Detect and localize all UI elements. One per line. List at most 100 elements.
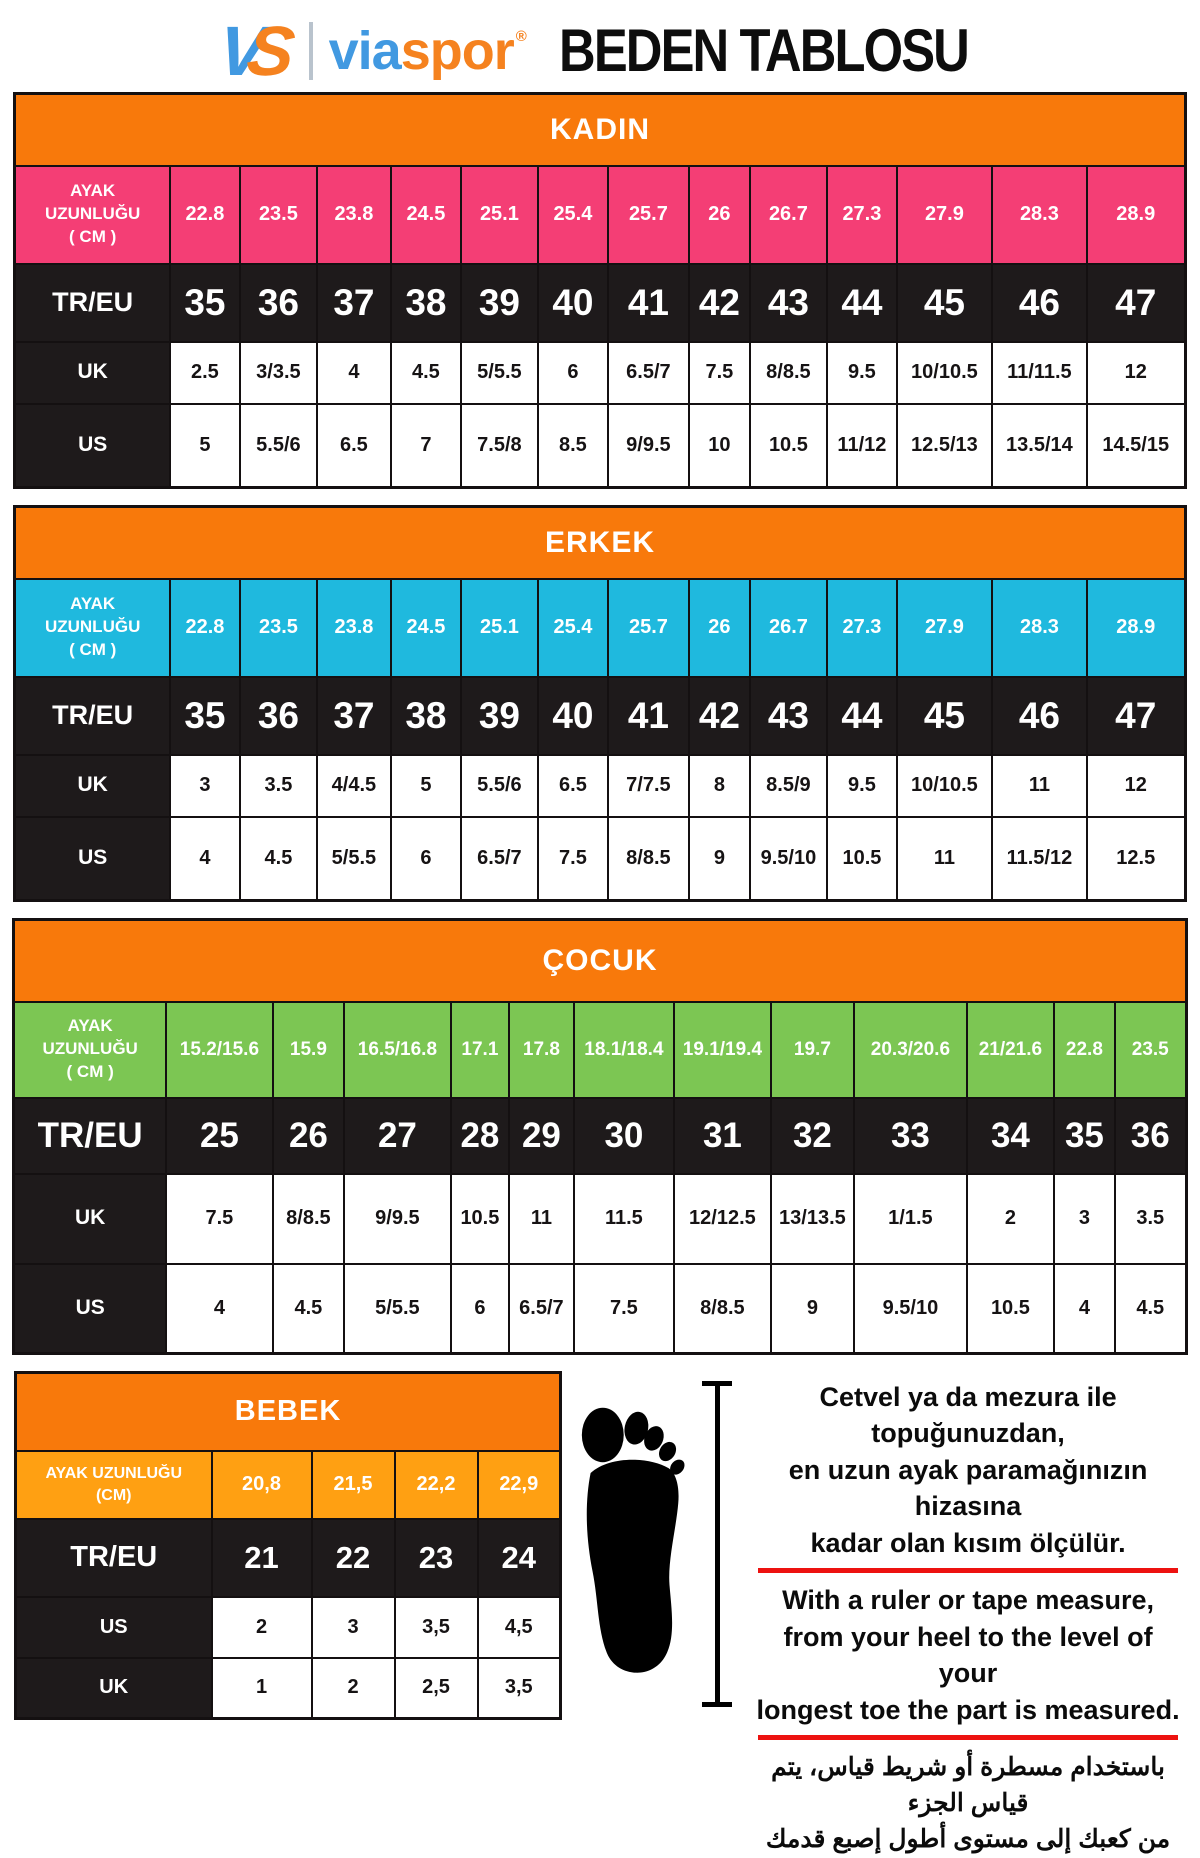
kadin-tr_eu-value-cell: 36: [238, 262, 318, 343]
bebek-us-value-cell: 3: [310, 1595, 396, 1659]
instruction-line-turkish: Cetvel ya da mezura ile topuğunuzdan,: [819, 1382, 1117, 1449]
registered-mark: ®: [515, 28, 527, 45]
kadin-uk-value-cell: 7.5: [687, 340, 751, 405]
cocuk-tr_eu-value-cell: 28: [449, 1096, 510, 1175]
erkek-tr_eu-value-cell: 39: [459, 675, 539, 756]
erkek-us-value-cell: 6.5/7: [459, 815, 539, 902]
foot-silhouette-icon: [576, 1377, 694, 1715]
cocuk-cm-value-cell: 15.2/15.6: [164, 1000, 274, 1099]
cocuk-cm-value-cell: 16.5/16.8: [342, 1000, 452, 1099]
erkek-tr_eu-value-cell: 41: [606, 675, 690, 756]
erkek-tr_eu-value-cell: 38: [389, 675, 462, 756]
bebek-cm-value-cell: 22,2: [393, 1449, 479, 1520]
kadin-cm-value-cell: 27.3: [825, 164, 898, 265]
bottom-section: BEBEK AYAK UZUNLUĞU (CM) 20,8 21,5 22,2 22,9 T…: [0, 1371, 1200, 1858]
erkek-tr_eu-value-cell: 45: [895, 675, 993, 756]
cocuk-uk-row-label: UK: [12, 1172, 167, 1265]
erkek-tr_eu-value-cell: 47: [1085, 675, 1187, 756]
cocuk-uk-value-cell: 13/13.5: [769, 1172, 855, 1265]
kadin-us-value-cell: 10.5: [748, 402, 828, 489]
erkek-cm-value-cell: 26: [687, 577, 751, 678]
kadin-tr_eu-row-label: TR/EU: [13, 262, 171, 343]
kadin-cm-value-cell: 25.4: [536, 164, 609, 265]
instruction-line-arabic: من كعبك إلى مستوى أطول إصبع قدمك: [765, 1825, 1171, 1854]
kadin-cm-value-cell: 27.9: [895, 164, 993, 265]
kadin-cm-value-cell: 23.5: [238, 164, 318, 265]
kadin-cm-value-cell: 28.3: [990, 164, 1088, 265]
erkek-tr_eu-value-cell: 46: [990, 675, 1088, 756]
instruction-line-turkish: kadar olan kısım ölçülür.: [810, 1527, 1126, 1558]
kadin-uk-value-cell: 12: [1085, 340, 1187, 405]
red-underline: [758, 1568, 1178, 1574]
erkek-us-value-cell: 5/5.5: [315, 815, 392, 902]
cocuk-us-value-cell: 9: [769, 1262, 855, 1355]
erkek-cm-value-cell: 23.5: [238, 577, 318, 678]
erkek-uk-value-cell: 3: [168, 753, 241, 818]
cocuk-tr_eu-value-cell: 27: [342, 1096, 452, 1175]
erkek-us-value-cell: 6: [389, 815, 462, 902]
bebek-cm-value-cell: 22,9: [476, 1449, 562, 1520]
instruction-line-english: from your heel to the level of your: [783, 1621, 1153, 1689]
kadin-section-title: KADIN: [13, 92, 1187, 167]
kadin-cm-value-cell: 28.9: [1085, 164, 1187, 265]
bebek-us-value-cell: 3,5: [393, 1595, 479, 1659]
erkek-us-value-cell: 12.5: [1085, 815, 1187, 902]
kadin-uk-value-cell: 6: [536, 340, 609, 405]
erkek-cm-value-cell: 27.3: [825, 577, 898, 678]
cocuk-table-body: ÇOCUK AYAK UZUNLUĞU ( CM ) 15.2/15.6 15.9 16…: [12, 918, 1188, 1355]
page-header: VS viaspor ® BEDEN TABLOSU: [0, 0, 1200, 92]
cocuk-uk-value-cell: 2: [965, 1172, 1055, 1265]
kadin-us-value-cell: 7.5/8: [459, 402, 539, 489]
kadin-us-value-cell: 9/9.5: [606, 402, 690, 489]
erkek-uk-value-cell: 6.5: [536, 753, 609, 818]
kadin-cm-value-cell: 25.1: [459, 164, 539, 265]
erkek-tr_eu-value-cell: 43: [748, 675, 828, 756]
kadin-uk-value-cell: 4: [315, 340, 392, 405]
erkek-cm-value-cell: 28.3: [990, 577, 1088, 678]
cocuk-tr_eu-row-label: TR/EU: [12, 1096, 167, 1175]
logo-s-letter: S: [243, 12, 293, 90]
page-title: BEDEN TABLOSU: [558, 17, 970, 85]
cocuk-us-value-cell: 4: [1052, 1262, 1116, 1355]
erkek-uk-value-cell: 4/4.5: [315, 753, 392, 818]
erkek-cm-row-label: AYAK UZUNLUĞU ( CM ): [13, 577, 171, 678]
kadin-tr_eu-value-cell: 38: [389, 262, 462, 343]
cocuk-section-title: ÇOCUK: [12, 918, 1188, 1003]
cocuk-tr_eu-value-cell: 33: [852, 1096, 968, 1175]
bebek-cm-value-cell: 20,8: [210, 1449, 313, 1520]
cocuk-uk-value-cell: 8/8.5: [271, 1172, 345, 1265]
kadin-us-value-cell: 7: [389, 402, 462, 489]
erkek-table-body: ERKEK AYAK UZUNLUĞU ( CM ) 22.8 23.5 23.8 24.…: [13, 505, 1187, 902]
cocuk-us-value-cell: 9.5/10: [852, 1262, 968, 1355]
kadin-tr_eu-value-cell: 43: [748, 262, 828, 343]
kadin-cm-value-cell: 24.5: [389, 164, 462, 265]
erkek-us-value-cell: 8/8.5: [606, 815, 690, 902]
erkek-cm-value-cell: 28.9: [1085, 577, 1187, 678]
cocuk-us-value-cell: 4.5: [271, 1262, 345, 1355]
brand-via: via: [328, 21, 402, 81]
bebek-uk-row-label: UK: [14, 1656, 213, 1720]
cocuk-us-value-cell: 5/5.5: [342, 1262, 452, 1355]
cocuk-uk-value-cell: 1/1.5: [852, 1172, 968, 1265]
kadin-tr_eu-value-cell: 37: [315, 262, 392, 343]
kadin-us-row-label: US: [13, 402, 171, 489]
instruction-line-english: With a ruler or tape measure,: [782, 1585, 1154, 1616]
kadin-cm-row-label: AYAK UZUNLUĞU ( CM ): [13, 164, 171, 265]
brand-wordmark: viaspor ®: [328, 21, 527, 81]
cocuk-tr_eu-value-cell: 25: [164, 1096, 274, 1175]
cocuk-tr_eu-value-cell: 34: [965, 1096, 1055, 1175]
bebek-section-title: BEBEK: [14, 1371, 562, 1452]
erkek-cm-value-cell: 25.7: [606, 577, 690, 678]
kadin-us-value-cell: 10: [687, 402, 751, 489]
bebek-tr_eu-value-cell: 24: [476, 1517, 562, 1598]
erkek-us-value-cell: 10.5: [825, 815, 898, 902]
erkek-uk-value-cell: 8.5/9: [748, 753, 828, 818]
erkek-section-title: ERKEK: [13, 505, 1187, 580]
kadin-tr_eu-value-cell: 39: [459, 262, 539, 343]
erkek-us-value-cell: 7.5: [536, 815, 609, 902]
bebek-table-body: BEBEK AYAK UZUNLUĞU (CM) 20,8 21,5 22,2 22,9 T…: [14, 1371, 562, 1720]
cocuk-uk-value-cell: 7.5: [164, 1172, 274, 1265]
cocuk-cm-value-cell: 17.1: [449, 1000, 510, 1099]
bebek-tr_eu-value-cell: 23: [393, 1517, 479, 1598]
kadin-us-value-cell: 13.5/14: [990, 402, 1088, 489]
